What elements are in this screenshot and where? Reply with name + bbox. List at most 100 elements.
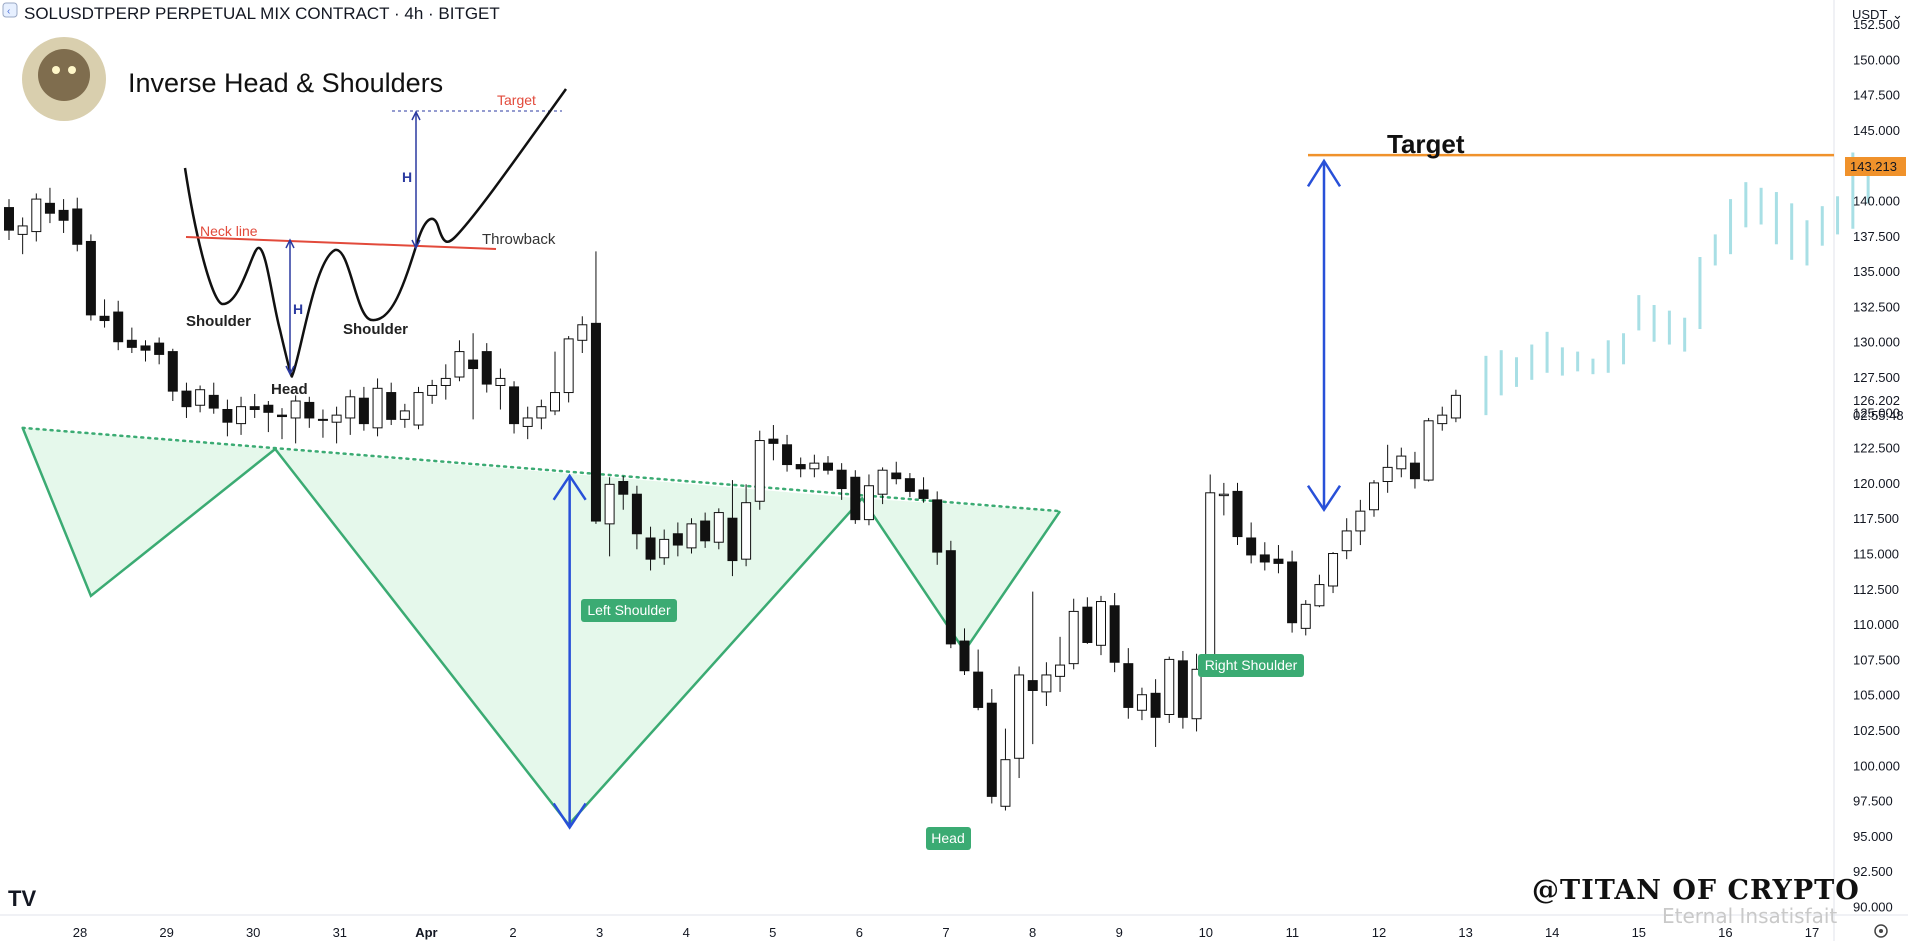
candle-body [236, 406, 247, 425]
candle-body [659, 538, 670, 559]
left-shoulder-badge-bg [581, 599, 677, 622]
tradingview-logo-icon[interactable]: TV [8, 886, 36, 911]
candle [1164, 656, 1175, 723]
candle-body [1450, 394, 1461, 419]
price-tick-label: 105.000 [1853, 688, 1900, 703]
time-tick-label: Apr [415, 925, 437, 940]
candle [945, 540, 956, 649]
settings-gear-icon[interactable] [1874, 924, 1888, 938]
candle [1423, 417, 1434, 482]
candle-body [99, 315, 110, 322]
candle [1232, 482, 1243, 546]
candle [1082, 597, 1093, 644]
candle [645, 526, 656, 571]
right-shoulder-label: Right Shoulder [1205, 657, 1298, 673]
candle-body [1232, 490, 1243, 538]
candle [440, 364, 451, 400]
time-tick-label: 7 [942, 925, 949, 940]
candle [31, 193, 42, 242]
time-axis[interactable]: 28 29 30 31 Apr 2 3 4 5 6 7 8 9 10 11 12 13 14 15 16 17 [73, 925, 1819, 940]
candle-body [4, 207, 14, 231]
candle-body [891, 472, 902, 480]
price-tick-label: 102.500 [1853, 723, 1900, 738]
candle-body [1423, 420, 1434, 481]
candle-body [1041, 674, 1052, 693]
currency-label[interactable]: USDT [1852, 7, 1887, 22]
candle-body [1177, 660, 1188, 718]
price-tick-label: 112.500 [1853, 582, 1899, 597]
candle [1000, 728, 1011, 811]
candle [181, 382, 192, 418]
collapse-icon[interactable] [2, 2, 18, 18]
candle-body [973, 671, 984, 708]
candle [973, 649, 984, 711]
target-price-tag-bg [1845, 157, 1906, 176]
head-label: Head [931, 830, 964, 846]
schematic-illustration: Inverse Head & Shoulders Target Neck lin… [22, 37, 568, 398]
candle-layer [4, 187, 1461, 811]
candle-body [222, 408, 233, 423]
candle-body [522, 417, 533, 427]
last-price-value: 126.202 [1853, 393, 1900, 408]
candle [918, 477, 929, 503]
price-tick-label: 120.000 [1853, 476, 1900, 491]
candle [522, 406, 533, 440]
candle-body [1259, 554, 1270, 563]
candle-body [754, 440, 765, 502]
candle-body [427, 384, 438, 396]
candle-body [918, 489, 929, 499]
candle [1287, 550, 1298, 633]
candle-body [1164, 658, 1175, 715]
candle-body [1150, 692, 1161, 718]
time-tick-label: 15 [1632, 925, 1646, 940]
schematic-title: Inverse Head & Shoulders [128, 68, 443, 98]
candle-body [1014, 674, 1025, 759]
candle-body [877, 469, 888, 495]
time-tick-label: 6 [856, 925, 863, 940]
candle-body [1355, 510, 1366, 532]
right-shoulder-badge-bg [1198, 654, 1304, 677]
left-shoulder-badge: Left Shoulder [581, 599, 677, 622]
currency-dropdown-icon[interactable]: ⌄ [1892, 7, 1903, 22]
candle-body [249, 406, 260, 410]
candle [563, 336, 574, 403]
bar-countdown: 02:55:48 [1853, 408, 1904, 423]
collapse-icon-glyph: ‹ [7, 6, 10, 17]
candle [481, 343, 492, 393]
candle-body [1314, 584, 1325, 607]
time-tick-label: 11 [1286, 925, 1300, 940]
price-tick-label: 110.000 [1853, 617, 1899, 632]
candle [932, 491, 943, 565]
candle [1123, 648, 1134, 719]
candle-body [1055, 664, 1066, 677]
target-arrow-bottom-icon [1306, 485, 1342, 512]
candle [277, 408, 287, 440]
candle-body [481, 351, 492, 385]
candle-body [1123, 663, 1134, 708]
candle [1068, 598, 1079, 670]
time-tick-label: 4 [683, 925, 690, 940]
candle [713, 508, 724, 550]
price-tick-label: 140.000 [1853, 194, 1900, 209]
time-tick-label: 13 [1458, 925, 1472, 940]
candle [249, 393, 260, 418]
price-tick-label: 135.000 [1853, 264, 1900, 279]
candle [727, 480, 738, 577]
candle-body [113, 311, 124, 343]
candle [154, 337, 165, 365]
price-axis[interactable]: 152.500150.000147.500145.000142.500140.0… [1853, 17, 1900, 915]
candle [850, 470, 861, 524]
candle [454, 340, 465, 382]
price-tick-label: 130.000 [1853, 335, 1900, 350]
neckline-dotted [21, 426, 1062, 513]
candle-body [358, 397, 369, 425]
price-tick-label: 147.500 [1853, 88, 1900, 103]
target-price-value: 143.213 [1850, 159, 1897, 174]
schematic-shoulder-right: Shoulder [343, 321, 408, 338]
head-badge-bg [926, 827, 971, 850]
watermark-secondary: Eternal Insatisfait [1662, 904, 1837, 928]
candle-body [454, 351, 465, 378]
schematic-shoulder-left: Shoulder [186, 313, 251, 330]
candle-body [509, 386, 520, 425]
